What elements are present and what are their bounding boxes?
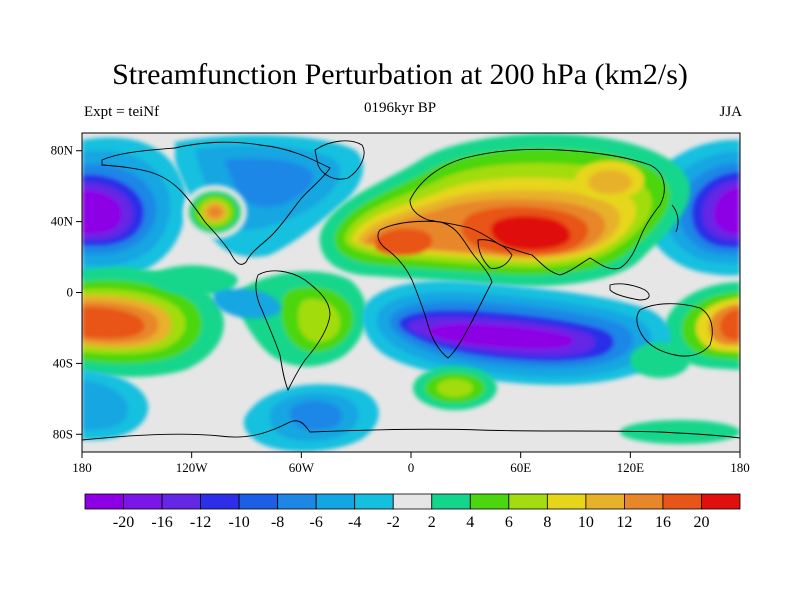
colorbar-label: -16 (151, 514, 172, 531)
contour-north-pacific-west (82, 137, 186, 279)
colorbar-label: 12 (616, 514, 632, 531)
coastline-indonesia (609, 283, 650, 301)
coastline-africa (377, 220, 493, 359)
colorbar-swatch (315, 493, 356, 510)
lon-tick-label: 0 (408, 460, 415, 475)
lat-tick-label: 80S (53, 426, 73, 441)
contour-south-america (237, 271, 367, 367)
colorbar-swatch (354, 493, 394, 510)
lat-tick-label: 80N (51, 143, 74, 158)
colorbar-label: -4 (348, 514, 361, 531)
colorbar-swatch (123, 493, 163, 510)
colorbar-label: 16 (655, 514, 671, 531)
chart-subtitle: 0196kyr BP (363, 100, 437, 116)
lat-tick-label: 40N (51, 214, 74, 229)
colorbar-swatch (662, 493, 702, 510)
lon-tick-label: 120W (176, 460, 209, 475)
coastline-south-america (255, 270, 331, 392)
contour-southern-ocean-atlantic (243, 384, 379, 452)
lon-tick-label: 180 (730, 460, 750, 475)
colorbar-label: 20 (693, 514, 709, 531)
coastline-japan (671, 204, 679, 233)
colorbar-swatch (701, 493, 741, 510)
chart-title: Streamfunction Perturbation at 200 hPa (… (112, 58, 688, 91)
colorbar-swatch (277, 493, 317, 510)
lat-tick-label: 40S (53, 355, 73, 370)
colorbar-swatch (392, 493, 433, 510)
lon-tick-label: 60E (510, 460, 531, 475)
colorbar-swatch (585, 493, 625, 510)
contour-south-pacific-east (664, 282, 740, 370)
colorbar-label: 4 (466, 514, 474, 531)
coastline-north-america (101, 141, 331, 265)
contour-field (82, 133, 740, 452)
colorbar-label: -20 (113, 514, 134, 531)
colorbar-swatch (238, 493, 279, 510)
colorbar-swatch (431, 493, 471, 510)
lon-tick-label: 120E (617, 460, 645, 475)
coastline-antarctica (82, 420, 740, 441)
colorbar-label: 8 (543, 514, 551, 531)
colorbar-swatch (546, 493, 587, 510)
colorbar-label: -6 (310, 514, 323, 531)
colorbar-swatch (508, 493, 548, 510)
contour-tropical-pacific (149, 265, 281, 319)
colorbar-label: 6 (505, 514, 513, 531)
coastline-arabia (477, 239, 513, 269)
season-label: JJA (719, 104, 742, 120)
colorbar-label: -10 (228, 514, 249, 531)
coastline-australia (636, 303, 713, 357)
colorbar-swatch (84, 493, 124, 510)
lon-tick-label: 180 (72, 460, 92, 475)
lat-tick-label: 0 (67, 285, 74, 300)
contour-southern-indian-positive (413, 342, 740, 444)
contour-south-pacific-west (82, 267, 224, 377)
contour-western-north-america (183, 185, 247, 239)
colorbar-label: -8 (271, 514, 284, 531)
colorbar-swatch (469, 493, 510, 510)
longitude-axis: 180 120W 60W 0 60E 120E 180 (72, 452, 750, 475)
coastlines (82, 140, 740, 441)
lon-tick-label: 60W (289, 460, 315, 475)
contour-southern-ocean-pacific (82, 370, 149, 440)
colorbar-swatch (200, 493, 240, 510)
coastline-eurasia (409, 148, 665, 276)
experiment-label: Expt = teiNf (84, 104, 160, 120)
latitude-axis: 80N 40N 0 40S 80S (51, 143, 82, 441)
coastline-greenland (314, 140, 365, 180)
colorbar: -20 -16 -12 -10 -8 -6 -4 -2 2 4 6 8 10 12 16 20 (84, 493, 741, 531)
contour-asia-north (575, 160, 645, 200)
colorbar-swatch (624, 493, 664, 510)
colorbar-swatch (161, 493, 201, 510)
colorbar-label: -12 (190, 514, 211, 531)
colorbar-label: -2 (387, 514, 400, 531)
colorbar-label: 2 (428, 514, 436, 531)
colorbar-label: 10 (578, 514, 594, 531)
